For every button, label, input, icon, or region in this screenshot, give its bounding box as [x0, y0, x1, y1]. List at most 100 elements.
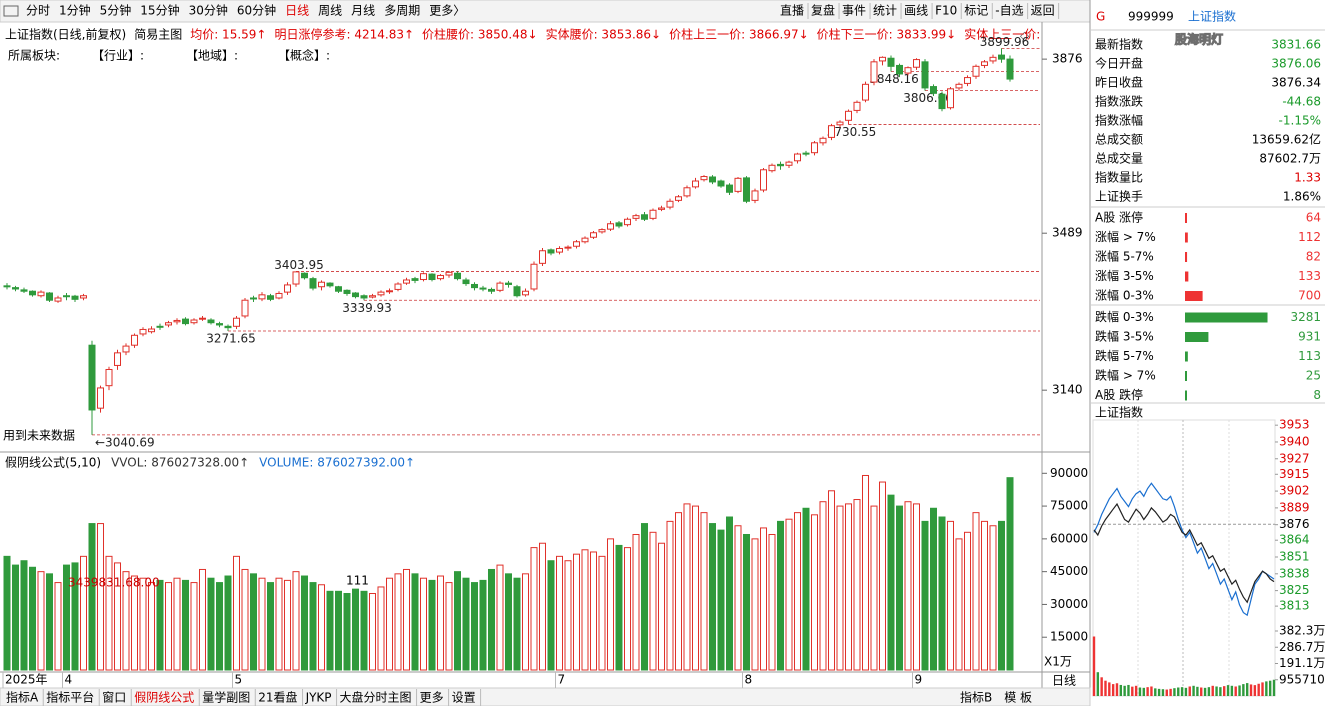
volume-bar [887, 494, 895, 671]
y-tick-label: 90000 [1050, 466, 1088, 480]
mini-title: 上证指数 [1095, 405, 1143, 420]
bottom-tab[interactable]: 大盘分时主图 [340, 690, 412, 705]
toolbar-button[interactable]: F10 [935, 4, 957, 18]
candle-body [471, 283, 478, 289]
bottom-tab[interactable]: 指标B [960, 690, 992, 705]
bottom-tab[interactable]: 指标平台 [46, 690, 94, 705]
toolbar-tab[interactable]: 1分钟 [59, 3, 91, 18]
volume-bar [709, 523, 716, 671]
toolbar-button[interactable]: 统计 [873, 4, 897, 18]
bottom-tab[interactable]: 窗口 [102, 691, 126, 705]
volume-bar [666, 520, 674, 671]
stat-value: 3876.34 [1271, 76, 1321, 90]
volume-bar [836, 505, 844, 671]
volume-bar [692, 505, 699, 671]
candle-body [139, 328, 147, 335]
mini-volume-bar [1154, 688, 1157, 696]
toolbar-button[interactable]: 复盘 [811, 3, 835, 18]
volume-bar [921, 520, 929, 671]
candle-body [173, 319, 181, 323]
bottom-tab[interactable]: 设置 [452, 691, 476, 705]
volume-bar [734, 525, 742, 671]
mini-volume-bar [1238, 685, 1241, 696]
volume-bar [182, 579, 189, 671]
toolbar-tab[interactable]: 60分钟 [237, 3, 276, 18]
y-tick-label: 382.3万 [1279, 624, 1325, 638]
volume-bar [930, 507, 937, 671]
candle-body [896, 64, 903, 75]
toolbar-tab[interactable]: 多周期 [384, 4, 420, 18]
mini-volume-bar [1215, 686, 1218, 696]
volume-bar [335, 590, 342, 671]
volume-bar [989, 525, 997, 671]
volume-bar [352, 588, 359, 671]
breadth-bar [1185, 351, 1188, 362]
volume-bar [955, 538, 963, 671]
candle-body [607, 223, 614, 230]
stat-label: 上证换手 [1095, 190, 1143, 204]
volume-bar [471, 582, 478, 671]
candle-body [462, 279, 470, 285]
breadth-bar [1185, 252, 1188, 262]
candle-body [97, 387, 104, 409]
volume-bar [343, 593, 351, 671]
candle-body [71, 295, 79, 300]
volume-bar [564, 560, 572, 671]
mini-volume-bar [1234, 686, 1237, 696]
mini-volume-bar [1196, 686, 1199, 696]
volume-bar [632, 533, 640, 671]
x-tick-label: 8 [745, 673, 753, 687]
breadth-label: 跌幅 3-5% [1095, 329, 1154, 344]
toolbar-tab[interactable]: 5分钟 [100, 3, 132, 18]
toolbar-button[interactable]: 返回 [1031, 4, 1055, 18]
candle-body [250, 297, 257, 300]
bottom-tab[interactable]: 更多 [420, 691, 444, 705]
y-tick-label: 3489 [1052, 226, 1083, 240]
candle-body [836, 121, 844, 126]
sector-label: 所属板块: [8, 49, 60, 63]
bottom-tab[interactable]: 模 板 [1004, 691, 1032, 705]
candle-body [692, 180, 699, 188]
toolbar-tab[interactable]: 日线 [285, 4, 309, 18]
toolbar-button[interactable]: 直播 [780, 4, 804, 18]
y-tick-label: 3864 [1279, 533, 1310, 547]
candle-body [12, 287, 19, 290]
bottom-tab[interactable]: 假阴线公式 [134, 691, 194, 705]
volume-bar [3, 555, 11, 671]
toolbar-button[interactable]: 事件 [842, 4, 866, 18]
breadth-value: 133 [1298, 269, 1321, 283]
stat-value: 13659.62亿 [1252, 132, 1321, 147]
annotation: 3899.96 [980, 35, 1030, 49]
y-tick-label: 3876 [1279, 517, 1310, 531]
volume-text: 111 [346, 574, 369, 588]
bottom-tab[interactable]: 指标A [6, 690, 39, 705]
toolbar-tab[interactable]: 更多〉 [429, 4, 465, 18]
info-item: 价柱腰价: 3850.48↓ [422, 27, 538, 42]
mini-volume-bar [1207, 687, 1211, 696]
mini-volume-bar [1131, 686, 1134, 696]
toolbar-button[interactable]: -自选 [995, 4, 1023, 18]
toolbar-tab[interactable]: 15分钟 [140, 3, 179, 18]
toolbar-tab[interactable]: 分时 [26, 4, 50, 18]
toolbar-tab[interactable]: 周线 [318, 4, 342, 18]
toolbar-tab[interactable]: 月线 [351, 4, 375, 18]
volume-bar [819, 501, 827, 671]
bottom-tab[interactable]: 量学副图 [202, 690, 250, 705]
candle-body [369, 295, 376, 298]
mini-volume-bar [1261, 682, 1264, 696]
mini-volume-bar [1211, 685, 1214, 696]
volume-bar [267, 582, 274, 671]
candle-body [998, 54, 1005, 60]
mini-volume-bar [1265, 681, 1268, 696]
mini-volume-bar [1150, 686, 1153, 696]
bottom-tab[interactable]: JYKP [305, 691, 332, 705]
toolbar-button[interactable]: 标记 [964, 4, 988, 18]
volume-bar [54, 582, 62, 671]
toolbar-tab[interactable]: 30分钟 [189, 3, 228, 18]
toolbar-button[interactable]: 画线 [904, 4, 928, 18]
annotation: 3339.93 [342, 301, 392, 315]
candle-body [513, 286, 521, 297]
bottom-tab[interactable]: 21看盘 [258, 690, 297, 705]
volume-text: 3439831.68.00 [68, 576, 160, 590]
